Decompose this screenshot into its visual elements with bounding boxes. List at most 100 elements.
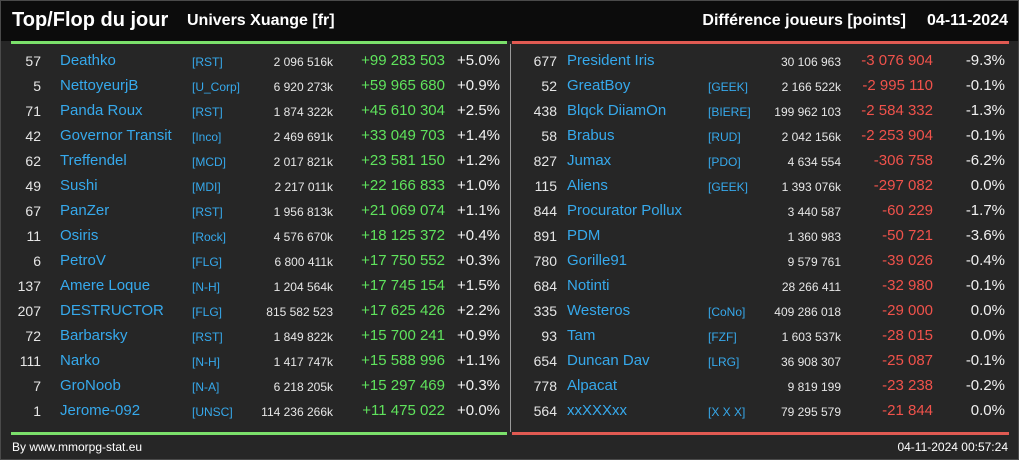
alliance-tag-link[interactable]: [FLG] (192, 255, 223, 269)
player-name-link[interactable]: Duncan Dav (567, 352, 650, 369)
alliance-tag-link[interactable]: [PDO] (708, 155, 741, 169)
player-name-link[interactable]: Governor Transit (60, 127, 172, 144)
player-name-link[interactable]: Alpacat (567, 377, 618, 394)
player-name-link[interactable]: Osiris (60, 227, 99, 244)
points-difference: +15 297 469 (361, 377, 445, 394)
alliance-tag-link[interactable]: [Rock] (192, 230, 227, 244)
credit-link[interactable]: By www.mmorpg-stat.eu (12, 440, 143, 454)
alliance-tag-link[interactable]: [Inco] (192, 130, 222, 144)
alliance-tag-link[interactable]: [N-H] (192, 280, 220, 294)
player-name-link[interactable]: Brabus (567, 127, 615, 144)
list-item: 780 Gorille91 9 579 761 -39 026 -0.4% (512, 248, 1018, 273)
player-rank: 7 (33, 378, 41, 394)
player-name-link[interactable]: President Iris (567, 52, 655, 69)
points-difference: +17 750 552 (361, 252, 445, 269)
alliance-tag-link[interactable]: [RST] (192, 105, 223, 119)
player-name-link[interactable]: xxXXXxx (567, 402, 628, 419)
player-name-link[interactable]: Amere Loque (60, 277, 151, 294)
player-name-link[interactable]: Barbarsky (60, 327, 128, 344)
alliance-tag-link[interactable]: [FZF] (708, 330, 737, 344)
alliance-tag-link[interactable]: [BIERE] (708, 105, 751, 119)
player-name-link[interactable]: Jumax (567, 152, 612, 169)
player-name-link[interactable]: PetroV (60, 252, 106, 269)
alliance-tag-link[interactable]: [RST] (192, 55, 223, 69)
player-name-link[interactable]: Panda Roux (60, 102, 143, 119)
list-item: 335 Westeros [CoNo] 409 286 018 -29 000 0.0% (512, 298, 1018, 323)
player-name-link[interactable]: PDM (567, 227, 601, 244)
alliance-tag-link[interactable]: [RST] (192, 330, 223, 344)
player-name-link[interactable]: Aliens (567, 177, 608, 194)
list-item: 137 Amere Loque [N-H] 1 204 564k +17 745 154… (1, 273, 509, 298)
player-name-link[interactable]: Notinti (567, 277, 610, 294)
alliance-tag-link[interactable]: [UNSC] (192, 405, 233, 419)
alliance-tag-link[interactable]: [GEEK] (708, 80, 749, 94)
player-name-link[interactable]: Jerome-092 (60, 402, 141, 419)
player-rank: 93 (541, 328, 557, 344)
list-item: 93 Tam [FZF] 1 603 537k -28 015 0.0% (512, 323, 1018, 348)
player-rank: 49 (25, 178, 41, 194)
player-points: 2 017 821k (273, 155, 333, 169)
percent-change: -0.4% (965, 252, 1005, 269)
player-name-link[interactable]: Procurator Pollux (567, 202, 683, 219)
points-difference: -21 844 (882, 402, 933, 419)
percent-change: -1.3% (965, 102, 1005, 119)
list-item: 111 Narko [N-H] 1 417 747k +15 588 996 +1.1% (1, 348, 509, 373)
alliance-tag-link[interactable]: [RUD] (708, 130, 741, 144)
player-points: 1 417 747k (273, 355, 333, 369)
percent-change: +1.0% (457, 177, 500, 194)
player-points: 4 634 554 (787, 155, 841, 169)
player-name-link[interactable]: Gorille91 (567, 252, 628, 269)
player-rank: 1 (33, 403, 41, 419)
alliance-tag-link[interactable]: [CoNo] (708, 305, 746, 319)
player-name-link[interactable]: Treffendel (60, 152, 127, 169)
alliance-tag-link[interactable]: [MCD] (192, 155, 226, 169)
top-gainers-list: 57 Deathko [RST] 2 096 516k +99 283 503 +5.0%… (1, 48, 509, 423)
player-points: 6 218 205k (273, 380, 333, 394)
player-points: 815 582 523 (266, 305, 333, 319)
player-rank: 62 (25, 153, 41, 169)
alliance-tag-link[interactable]: [RST] (192, 205, 223, 219)
list-item: 49 Sushi [MDI] 2 217 011k +22 166 833 +1.0% (1, 173, 509, 198)
player-name-link[interactable]: GreatBoy (567, 77, 631, 94)
player-points: 114 236 266k (261, 405, 333, 419)
player-points: 28 266 411 (781, 280, 841, 294)
list-item: 6 PetroV [FLG] 6 800 411k +17 750 552 +0.3% (1, 248, 509, 273)
percent-change: +1.2% (457, 152, 500, 169)
player-name-link[interactable]: Sushi (60, 177, 98, 194)
player-points: 30 106 963 (780, 55, 841, 69)
alliance-tag-link[interactable]: [X X X] (708, 405, 746, 419)
player-points: 2 166 522k (781, 80, 841, 94)
player-name-link[interactable]: Narko (60, 352, 101, 369)
player-name-link[interactable]: NettoyeurjB (60, 77, 139, 94)
percent-change: +0.0% (457, 402, 500, 419)
player-name-link[interactable]: DESTRUCTOR (60, 302, 164, 319)
alliance-tag-link[interactable]: [MDI] (192, 180, 221, 194)
list-item: 564 xxXXXxx [X X X] 79 295 579 -21 844 0.0% (512, 398, 1018, 423)
player-rank: 11 (26, 228, 41, 244)
metric-label: Différence joueurs [points] (702, 12, 906, 29)
player-name-link[interactable]: Westeros (567, 302, 631, 319)
player-name-link[interactable]: Deathko (60, 52, 116, 69)
points-difference: +15 588 996 (361, 352, 445, 369)
player-name-link[interactable]: Tam (567, 327, 596, 344)
points-difference: -2 253 904 (861, 127, 933, 144)
alliance-tag-link[interactable]: [U_Corp] (192, 80, 241, 94)
footer-timestamp: 04-11-2024 00:57:24 (897, 440, 1008, 454)
alliance-tag-link[interactable]: [GEEK] (708, 180, 749, 194)
player-name-link[interactable]: GroNoob (60, 377, 121, 394)
percent-change: -1.7% (965, 202, 1005, 219)
player-points: 1 874 322k (273, 105, 333, 119)
player-rank: 891 (533, 228, 557, 244)
player-points: 199 962 103 (774, 105, 841, 119)
player-name-link[interactable]: Blqck DiiamOn (567, 102, 667, 119)
list-item: 57 Deathko [RST] 2 096 516k +99 283 503 +5.0% (1, 48, 509, 73)
alliance-tag-link[interactable]: [FLG] (192, 305, 223, 319)
alliance-tag-link[interactable]: [N-A] (192, 380, 220, 394)
alliance-tag-link[interactable]: [LRG] (708, 355, 740, 369)
player-rank: 207 (17, 303, 41, 319)
percent-change: 0.0% (970, 402, 1005, 419)
player-name-link[interactable]: PanZer (60, 202, 110, 219)
list-item: 72 Barbarsky [RST] 1 849 822k +15 700 241 +0.… (1, 323, 509, 348)
alliance-tag-link[interactable]: [N-H] (192, 355, 220, 369)
points-difference: +18 125 372 (361, 227, 445, 244)
